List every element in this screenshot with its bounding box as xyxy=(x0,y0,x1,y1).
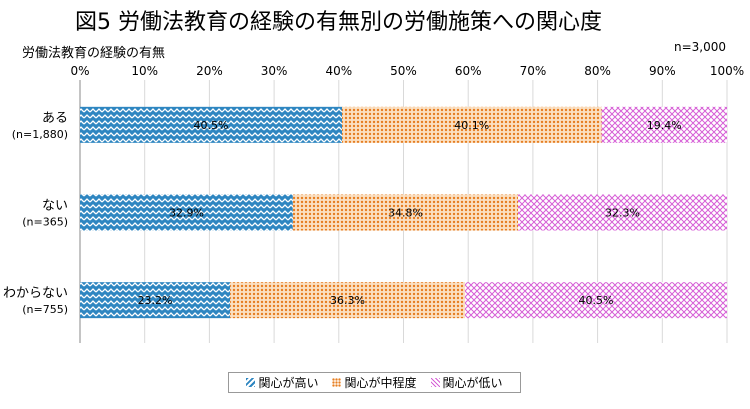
legend-label-mid: 関心が中程度 xyxy=(344,376,417,390)
chart-subtitle: 労働法教育の経験の有無 xyxy=(22,46,166,61)
bar-segment xyxy=(80,106,343,143)
data-label: 40.1% xyxy=(454,119,489,132)
bar-segment xyxy=(80,282,231,319)
x-tick-label: 30% xyxy=(261,64,288,78)
data-label: 36.3% xyxy=(330,294,365,307)
bar-segment xyxy=(342,106,602,143)
legend-item-low: 関心が低い xyxy=(430,374,503,391)
legend-swatch-mid xyxy=(332,378,342,387)
legend-swatch-low xyxy=(430,378,440,387)
x-tick-label: 10% xyxy=(131,64,158,78)
x-tick-label: 60% xyxy=(455,64,482,78)
x-tick-label: 50% xyxy=(390,64,417,78)
category-label: わからない xyxy=(3,286,68,301)
x-tick-label: 40% xyxy=(325,64,352,78)
x-tick-label: 20% xyxy=(196,64,223,78)
bar-segment xyxy=(230,282,465,319)
data-label: 32.3% xyxy=(605,207,640,220)
category-n-label: (n=365) xyxy=(22,216,68,229)
category-label: ない xyxy=(42,199,68,214)
data-label: 40.5% xyxy=(579,294,614,307)
x-tick-label: 90% xyxy=(649,64,676,78)
x-tick-label: 70% xyxy=(520,64,547,78)
chart-legend: 関心が高い 関心が中程度 関心が低い xyxy=(228,372,521,393)
category-n-label: (n=1,880) xyxy=(12,128,68,141)
bar-segment xyxy=(601,106,727,143)
data-label: 40.5% xyxy=(194,119,229,132)
category-n-label: (n=755) xyxy=(22,303,68,316)
x-tick-label: 100% xyxy=(710,64,744,78)
x-tick-label: 80% xyxy=(584,64,611,78)
bar-segment xyxy=(292,194,519,231)
chart-title: 図5 労働法教育の経験の有無別の労働施策への関心度 xyxy=(75,10,602,35)
data-label: 23.2% xyxy=(138,294,173,307)
legend-label-high: 関心が高い xyxy=(258,376,319,390)
category-label: ある xyxy=(42,111,68,126)
data-label: 32.9% xyxy=(169,207,204,220)
legend-label-low: 関心が低い xyxy=(442,376,503,390)
data-label: 19.4% xyxy=(647,119,682,132)
data-label: 34.8% xyxy=(388,207,423,220)
sample-size-note: n=3,000 xyxy=(673,40,726,54)
bar-segment xyxy=(464,282,727,319)
legend-item-high: 関心が高い xyxy=(246,374,318,391)
bar-segment xyxy=(518,194,727,231)
legend-item-mid: 関心が中程度 xyxy=(332,374,417,391)
legend-swatch-high xyxy=(246,378,256,387)
bar-segment xyxy=(80,194,293,231)
x-tick-label: 0% xyxy=(70,64,89,78)
